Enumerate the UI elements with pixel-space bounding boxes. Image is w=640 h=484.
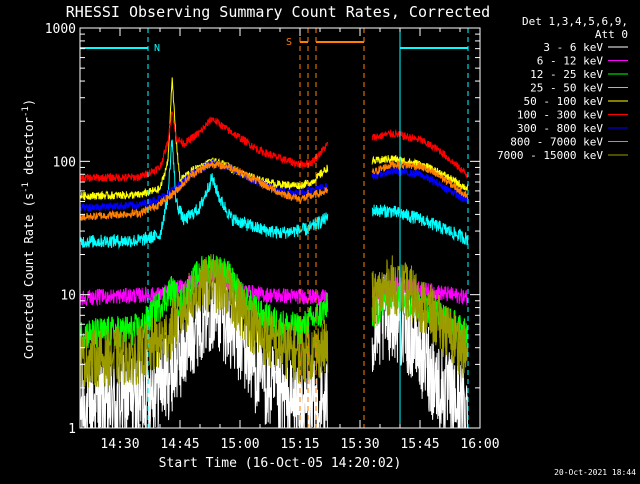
- saa-label: S -: [286, 37, 304, 48]
- legend-header-detectors: Det 1,3,4,5,6,9,: [522, 15, 628, 28]
- x-tick-label-2: 15:00: [220, 437, 259, 452]
- x-tick-label-5: 15:45: [400, 437, 439, 452]
- legend-header-attenuator: Att 0: [595, 28, 628, 41]
- y-tick-label-3: 1000: [45, 22, 76, 37]
- legend-label-5: 100 - 300 keV: [517, 109, 603, 122]
- x-tick-label-0: 14:30: [100, 437, 139, 452]
- legend-label-3: 25 - 50 keV: [530, 82, 603, 95]
- legend-label-2: 12 - 25 keV: [530, 68, 603, 81]
- legend-label-6: 300 - 800 keV: [517, 122, 603, 135]
- legend-label-0: 3 - 6 keV: [543, 41, 603, 54]
- y-tick-label-0: 1: [68, 422, 76, 437]
- x-tick-label-3: 15:15: [280, 437, 319, 452]
- legend-label-7: 800 - 7000 keV: [510, 136, 603, 149]
- series-line-5: [79, 110, 469, 183]
- axis-ticks: 14:30 14:45 15:00 15:15 15:30 15:45 16:00 1 10 10…: [45, 22, 500, 452]
- x-tick-label-6: 16:00: [460, 437, 499, 452]
- chart-title: RHESSI Observing Summary Count Rates, Co…: [66, 3, 490, 21]
- plot-area: NS -: [79, 28, 469, 429]
- series-line-0: [79, 261, 468, 429]
- plot-timestamp: 20-Oct-2021 18:44: [554, 468, 636, 477]
- series-line-8: [79, 254, 469, 388]
- y-axis-label: Corrected Count Rate (s-1 detector-1): [21, 99, 36, 359]
- legend-label-4: 50 - 100 keV: [524, 95, 604, 108]
- series-line-6: [79, 159, 469, 212]
- night-label: N: [154, 43, 160, 54]
- legend-label-1: 6 - 12 keV: [537, 55, 604, 68]
- series-line-7: [79, 160, 469, 222]
- series-line-3: [79, 139, 469, 250]
- legend-label-8: 7000 - 15000 keV: [497, 149, 603, 162]
- x-tick-label-1: 14:45: [160, 437, 199, 452]
- x-tick-label-4: 15:30: [340, 437, 379, 452]
- y-tick-label-1: 10: [60, 289, 76, 304]
- y-tick-label-2: 100: [53, 155, 76, 170]
- x-axis-label: Start Time (16-Oct-05 14:20:02): [159, 456, 402, 471]
